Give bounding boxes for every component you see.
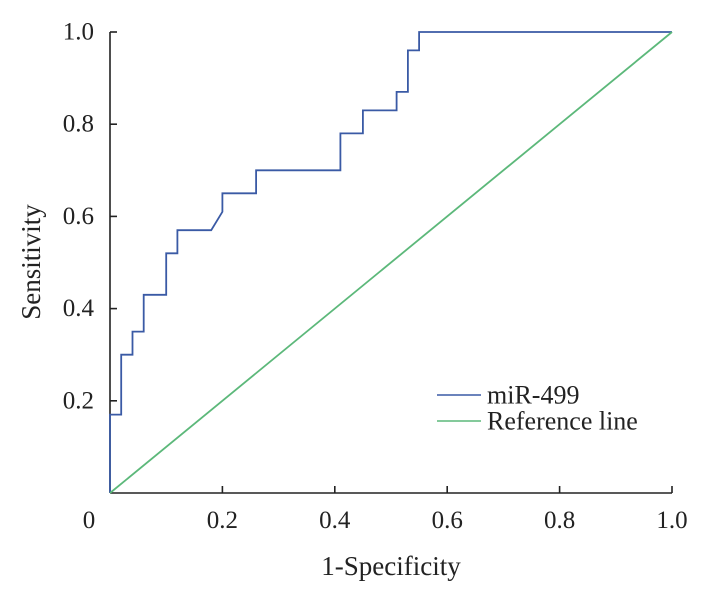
series-group [109, 31, 673, 494]
legend-label-mir-499: miR-499 [487, 381, 579, 410]
y-tick-label: 0.6 [63, 203, 94, 230]
y-axis-title: Sensitivity [16, 204, 46, 320]
x-tick-label: 1.0 [656, 507, 687, 534]
x-tick-label: 0.8 [544, 507, 575, 534]
y-tick-label: 0.8 [63, 111, 94, 138]
x-tick-label: 0.4 [319, 507, 351, 534]
y-tick-label: 1.0 [63, 19, 94, 46]
legend: miR-499 Reference line [437, 381, 638, 436]
roc-curve-mir-499 [109, 31, 672, 493]
y-tick-label: 0.4 [63, 295, 95, 322]
y-tick-label: 0.2 [63, 387, 94, 414]
reference-diagonal-line [109, 31, 673, 494]
legend-label-reference-line: Reference line [487, 407, 638, 436]
x-tick-label: 0.6 [432, 507, 463, 534]
x-axis-title: 1-Specificity [321, 551, 461, 581]
ticks: 0.2 0.4 0.6 0.8 1.0 0.2 0.4 0.6 0.8 1.0 [63, 19, 688, 535]
x-tick-label: 0.2 [207, 507, 238, 534]
origin-label: 0 [83, 507, 96, 534]
